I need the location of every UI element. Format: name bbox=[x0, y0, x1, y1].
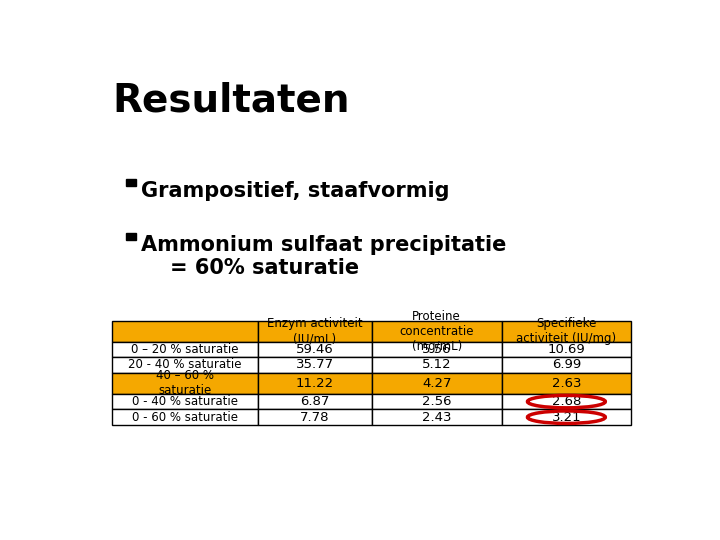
Text: 2.68: 2.68 bbox=[552, 395, 581, 408]
Text: Specifieke
activiteit (IU/mg): Specifieke activiteit (IU/mg) bbox=[516, 317, 616, 345]
Bar bbox=[126, 233, 136, 240]
Text: 11.22: 11.22 bbox=[296, 377, 334, 390]
Bar bbox=[112, 321, 258, 342]
Text: 0 - 60 % saturatie: 0 - 60 % saturatie bbox=[132, 411, 238, 424]
Bar bbox=[112, 409, 258, 425]
Bar bbox=[112, 373, 258, 394]
Bar bbox=[502, 409, 631, 425]
Bar bbox=[372, 373, 502, 394]
Bar bbox=[258, 394, 372, 409]
Bar bbox=[502, 321, 631, 342]
Text: 3.21: 3.21 bbox=[552, 411, 581, 424]
Text: 5.12: 5.12 bbox=[422, 359, 451, 372]
Text: 6.87: 6.87 bbox=[300, 395, 329, 408]
Bar bbox=[258, 342, 372, 357]
Text: 2.63: 2.63 bbox=[552, 377, 581, 390]
Text: 20 - 40 % saturatie: 20 - 40 % saturatie bbox=[128, 359, 242, 372]
Text: Resultaten: Resultaten bbox=[112, 82, 350, 119]
Text: Enzym activiteit
(IU/mL): Enzym activiteit (IU/mL) bbox=[267, 317, 362, 345]
Bar bbox=[372, 394, 502, 409]
Text: 40 – 60 %
saturatie: 40 – 60 % saturatie bbox=[156, 369, 214, 397]
Bar bbox=[372, 342, 502, 357]
Text: 5.56: 5.56 bbox=[422, 343, 451, 356]
Text: 10.69: 10.69 bbox=[547, 343, 585, 356]
Bar bbox=[372, 321, 502, 342]
Text: 0 - 40 % saturatie: 0 - 40 % saturatie bbox=[132, 395, 238, 408]
Text: 35.77: 35.77 bbox=[296, 359, 334, 372]
Text: Proteine
concentratie
(mg/mL): Proteine concentratie (mg/mL) bbox=[400, 309, 474, 353]
Bar bbox=[258, 373, 372, 394]
Bar bbox=[502, 394, 631, 409]
Text: 4.27: 4.27 bbox=[422, 377, 451, 390]
Bar bbox=[372, 357, 502, 373]
Text: 6.99: 6.99 bbox=[552, 359, 581, 372]
Bar bbox=[258, 321, 372, 342]
Bar bbox=[502, 373, 631, 394]
Text: Grampositief, staafvormig: Grampositief, staafvormig bbox=[141, 181, 450, 201]
Text: Ammonium sulfaat precipitatie
    = 60% saturatie: Ammonium sulfaat precipitatie = 60% satu… bbox=[141, 235, 507, 279]
Text: 7.78: 7.78 bbox=[300, 411, 330, 424]
Bar bbox=[112, 394, 258, 409]
Bar bbox=[112, 357, 258, 373]
Bar bbox=[502, 357, 631, 373]
Bar bbox=[502, 342, 631, 357]
Text: 0 – 20 % saturatie: 0 – 20 % saturatie bbox=[131, 343, 239, 356]
Text: 2.56: 2.56 bbox=[422, 395, 451, 408]
Bar bbox=[258, 409, 372, 425]
Bar bbox=[258, 357, 372, 373]
Text: 2.43: 2.43 bbox=[422, 411, 451, 424]
Bar bbox=[372, 409, 502, 425]
Bar bbox=[112, 342, 258, 357]
Text: 59.46: 59.46 bbox=[296, 343, 333, 356]
Bar bbox=[126, 179, 136, 186]
